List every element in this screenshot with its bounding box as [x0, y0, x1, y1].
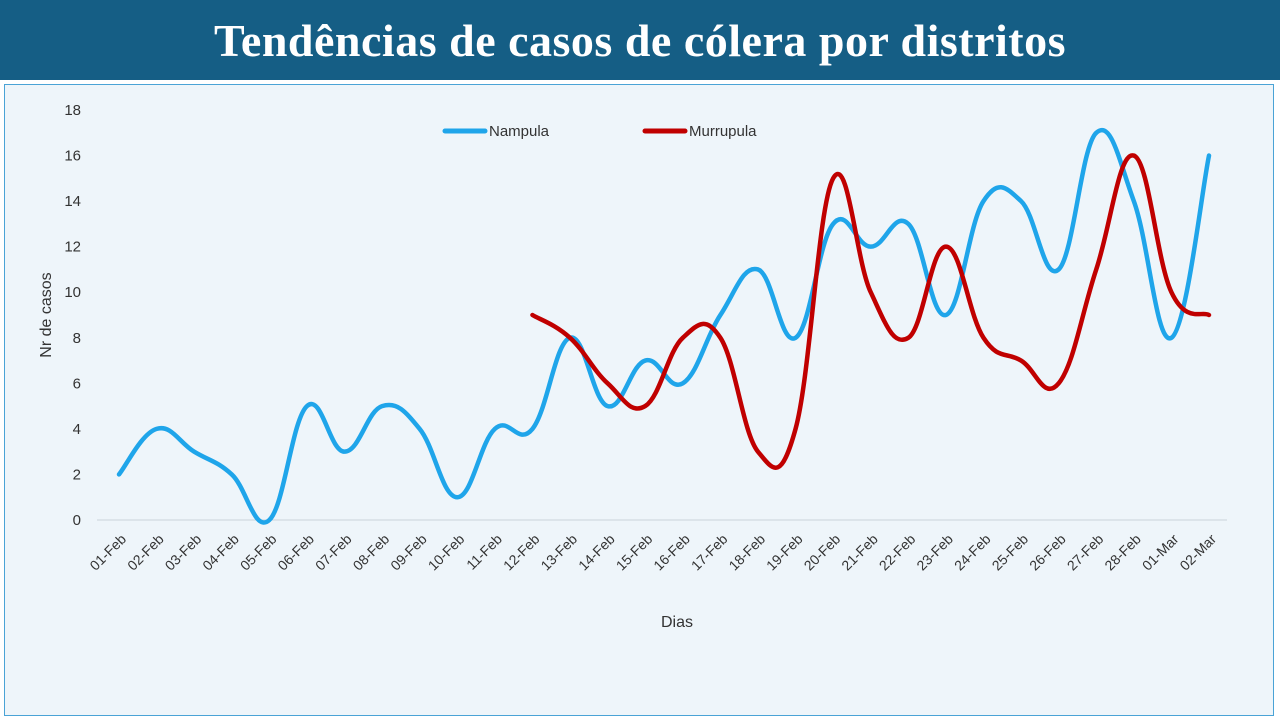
y-tick-label: 8: [73, 330, 81, 347]
x-tick-label: 25-Feb: [989, 531, 1032, 574]
x-tick-label: 09-Feb: [387, 531, 430, 574]
series-line-murrupula: [530, 153, 1212, 470]
x-tick-label: 22-Feb: [876, 531, 919, 574]
y-tick-label: 0: [73, 512, 81, 529]
x-tick-label: 02-Feb: [124, 531, 167, 574]
chart-title: Tendências de casos de cólera por distri…: [213, 14, 1067, 66]
series-line-nampula: [116, 128, 1212, 525]
x-tick-label: 10-Feb: [425, 531, 468, 574]
y-tick-label: 16: [64, 148, 81, 165]
y-tick-label: 14: [64, 193, 81, 210]
x-tick-label: 28-Feb: [1101, 531, 1144, 574]
y-axis-title: Nr de casos: [38, 272, 55, 357]
y-tick-label: 18: [64, 102, 81, 119]
x-tick-label: 26-Feb: [1026, 531, 1069, 574]
x-tick-label: 19-Feb: [763, 531, 806, 574]
y-tick-label: 12: [64, 239, 81, 256]
x-tick-label: 06-Feb: [274, 531, 317, 574]
x-tick-label: 18-Feb: [725, 531, 768, 574]
x-tick-label: 07-Feb: [312, 531, 355, 574]
x-tick-label: 05-Feb: [237, 531, 280, 574]
x-tick-label: 11-Feb: [463, 531, 505, 573]
x-axis-title: Dias: [661, 614, 693, 631]
title-bar: Tendências de casos de cólera por distri…: [0, 0, 1280, 80]
x-tick-label: 04-Feb: [199, 531, 242, 574]
x-tick-label: 17-Feb: [688, 531, 731, 574]
x-tick-label: 20-Feb: [801, 531, 844, 574]
x-tick-label: 02-Mar: [1176, 531, 1219, 574]
y-tick-label: 6: [73, 375, 81, 392]
y-tick-label: 2: [73, 466, 81, 483]
x-tick-label: 24-Feb: [951, 531, 994, 574]
x-tick-label: 03-Feb: [162, 531, 205, 574]
x-tick-label: 21-Feb: [838, 531, 881, 574]
x-tick-label: 13-Feb: [537, 531, 580, 574]
chart-panel: 0 2 4 6 8 10 12 14 16 18 01-Feb 02-Feb 03-Feb 04-Feb 0…: [4, 84, 1274, 716]
x-tick-label: 01-Feb: [86, 531, 129, 574]
line-chart: 02468101214161801-Feb02-Feb03-Feb04-Feb0…: [38, 102, 1227, 631]
x-tick-label: 14-Feb: [575, 531, 618, 574]
x-tick-label: 16-Feb: [650, 531, 693, 574]
y-tick-label: 10: [64, 284, 81, 301]
x-tick-label: 15-Feb: [613, 531, 656, 574]
x-tick-label: 27-Feb: [1064, 531, 1107, 574]
legend-label-nampula: Nampula: [489, 123, 550, 140]
x-tick-label: 08-Feb: [350, 531, 393, 574]
x-tick-label: 12-Feb: [500, 531, 543, 574]
y-tick-label: 4: [73, 421, 81, 438]
x-tick-label: 01-Mar: [1139, 531, 1182, 574]
x-tick-label: 23-Feb: [913, 531, 956, 574]
legend-label-murrupula: Murrupula: [689, 123, 757, 140]
